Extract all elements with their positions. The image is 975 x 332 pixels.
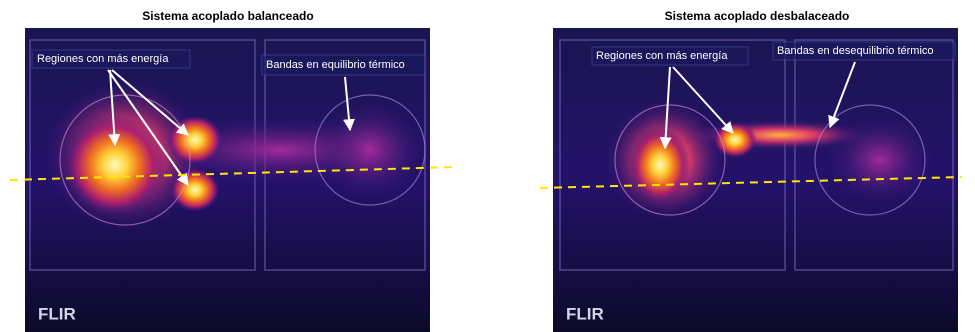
logo: FLIR — [38, 304, 76, 323]
right-panel: Sistema acoplado desbalaceado Regiones c… — [540, 9, 962, 332]
logo: FLIR — [566, 304, 604, 323]
annotation: Regiones con más energía — [37, 53, 169, 65]
left-panel: Sistema acoplado balanceado Regiones con… — [10, 9, 455, 332]
page: Sistema acoplado balanceado Regiones con… — [0, 0, 975, 332]
panel-title: Sistema acoplado desbalaceado — [665, 9, 850, 23]
annotation: Regiones con más energía — [596, 50, 728, 62]
panel-title: Sistema acoplado balanceado — [142, 9, 313, 23]
annotation: Bandas en equilibrio térmico — [266, 59, 405, 71]
figure: Sistema acoplado balanceado Regiones con… — [0, 0, 975, 332]
annotation: Bandas en desequilibrio térmico — [777, 45, 934, 57]
